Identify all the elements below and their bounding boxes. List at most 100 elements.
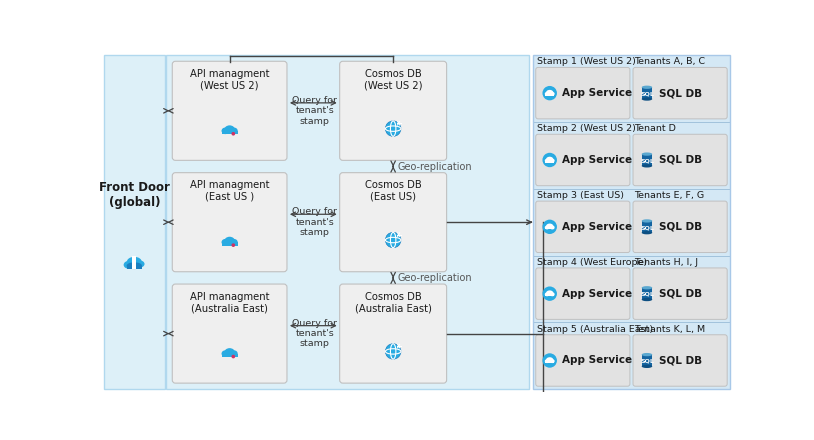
Ellipse shape <box>641 152 652 156</box>
FancyBboxPatch shape <box>536 201 630 253</box>
Text: SQL DB: SQL DB <box>659 88 702 98</box>
Ellipse shape <box>136 260 145 268</box>
Text: App Service: App Service <box>562 289 632 299</box>
Text: Query for
tenant's
stamp: Query for tenant's stamp <box>292 207 337 237</box>
Text: Tenants A, B, C: Tenants A, B, C <box>635 57 706 66</box>
FancyBboxPatch shape <box>536 335 630 386</box>
Text: Front Door
(global): Front Door (global) <box>98 181 170 209</box>
Text: API managment
(East US ): API managment (East US ) <box>190 180 269 202</box>
Ellipse shape <box>550 92 554 96</box>
Bar <box>132 260 137 269</box>
Text: SQL DB: SQL DB <box>659 356 702 366</box>
Text: Cosmos DB
(East US): Cosmos DB (East US) <box>365 180 422 202</box>
Ellipse shape <box>546 224 554 229</box>
Ellipse shape <box>225 237 234 245</box>
Ellipse shape <box>221 128 229 134</box>
Bar <box>545 227 554 229</box>
Bar <box>641 87 652 99</box>
Ellipse shape <box>542 220 557 234</box>
Bar <box>545 93 554 96</box>
Text: Cosmos DB
(West US 2): Cosmos DB (West US 2) <box>364 69 422 91</box>
Text: Cosmos DB
(Australia East): Cosmos DB (Australia East) <box>355 292 431 313</box>
Bar <box>221 354 238 357</box>
Ellipse shape <box>545 292 549 296</box>
Bar <box>104 55 164 389</box>
Ellipse shape <box>546 357 554 363</box>
Bar <box>221 242 238 246</box>
Text: App Service: App Service <box>562 88 632 98</box>
Text: API managment
(Australia East): API managment (Australia East) <box>190 292 269 313</box>
Ellipse shape <box>641 164 652 168</box>
Ellipse shape <box>542 353 557 368</box>
Text: Geo-replication: Geo-replication <box>397 161 471 172</box>
Ellipse shape <box>231 132 235 136</box>
FancyBboxPatch shape <box>633 268 727 319</box>
Text: SQL DB: SQL DB <box>659 155 702 165</box>
FancyBboxPatch shape <box>633 67 727 119</box>
Text: Query for
tenant's
stamp: Query for tenant's stamp <box>292 96 337 126</box>
Text: Stamp 2 (West US 2): Stamp 2 (West US 2) <box>537 124 637 133</box>
Text: Tenants H, I, J: Tenants H, I, J <box>635 258 698 267</box>
Bar <box>132 257 137 267</box>
Bar <box>532 55 730 389</box>
Ellipse shape <box>641 231 652 235</box>
Bar <box>166 55 529 389</box>
Ellipse shape <box>230 350 238 357</box>
Ellipse shape <box>225 125 234 133</box>
Ellipse shape <box>385 344 401 359</box>
Ellipse shape <box>550 226 554 229</box>
Ellipse shape <box>221 239 229 246</box>
Text: API managment
(West US 2): API managment (West US 2) <box>190 69 269 91</box>
Ellipse shape <box>641 365 652 368</box>
Bar <box>545 293 554 296</box>
Text: App Service: App Service <box>562 222 632 232</box>
Bar <box>641 288 652 300</box>
Text: SQL: SQL <box>640 225 654 230</box>
Ellipse shape <box>385 121 401 136</box>
FancyBboxPatch shape <box>633 201 727 253</box>
Ellipse shape <box>550 159 554 163</box>
Text: Query for
tenant's
stamp: Query for tenant's stamp <box>292 319 337 348</box>
Text: SQL: SQL <box>640 92 654 96</box>
Text: Stamp 5 (Australia East): Stamp 5 (Australia East) <box>537 325 654 334</box>
Ellipse shape <box>641 86 652 89</box>
Ellipse shape <box>641 219 652 223</box>
Text: Stamp 3 (East US): Stamp 3 (East US) <box>537 191 624 200</box>
Ellipse shape <box>231 243 235 247</box>
Text: Tenant D: Tenant D <box>635 124 676 133</box>
Ellipse shape <box>127 257 142 268</box>
Ellipse shape <box>221 350 229 357</box>
FancyBboxPatch shape <box>536 67 630 119</box>
Ellipse shape <box>641 353 652 356</box>
Ellipse shape <box>546 157 554 162</box>
FancyBboxPatch shape <box>536 134 630 186</box>
Ellipse shape <box>225 348 234 356</box>
Bar <box>221 131 238 135</box>
Ellipse shape <box>230 239 238 246</box>
Bar <box>545 360 554 363</box>
Ellipse shape <box>641 298 652 301</box>
Ellipse shape <box>542 86 557 100</box>
Text: App Service: App Service <box>562 356 632 366</box>
Ellipse shape <box>641 97 652 101</box>
FancyBboxPatch shape <box>633 335 727 386</box>
Bar <box>641 221 652 233</box>
Bar <box>545 160 554 163</box>
Ellipse shape <box>231 355 235 358</box>
Bar <box>641 355 652 367</box>
FancyBboxPatch shape <box>339 284 447 383</box>
Ellipse shape <box>545 92 549 96</box>
FancyBboxPatch shape <box>173 284 287 383</box>
Bar <box>641 154 652 166</box>
Text: SQL: SQL <box>640 292 654 297</box>
Ellipse shape <box>550 359 554 363</box>
Ellipse shape <box>545 159 549 163</box>
Ellipse shape <box>546 290 554 296</box>
Ellipse shape <box>124 261 133 269</box>
Ellipse shape <box>546 90 554 95</box>
Text: Tenants E, F, G: Tenants E, F, G <box>635 191 705 200</box>
Text: Stamp 1 (West US 2): Stamp 1 (West US 2) <box>537 57 637 66</box>
Ellipse shape <box>385 232 401 248</box>
Ellipse shape <box>550 292 554 296</box>
FancyBboxPatch shape <box>339 61 447 160</box>
